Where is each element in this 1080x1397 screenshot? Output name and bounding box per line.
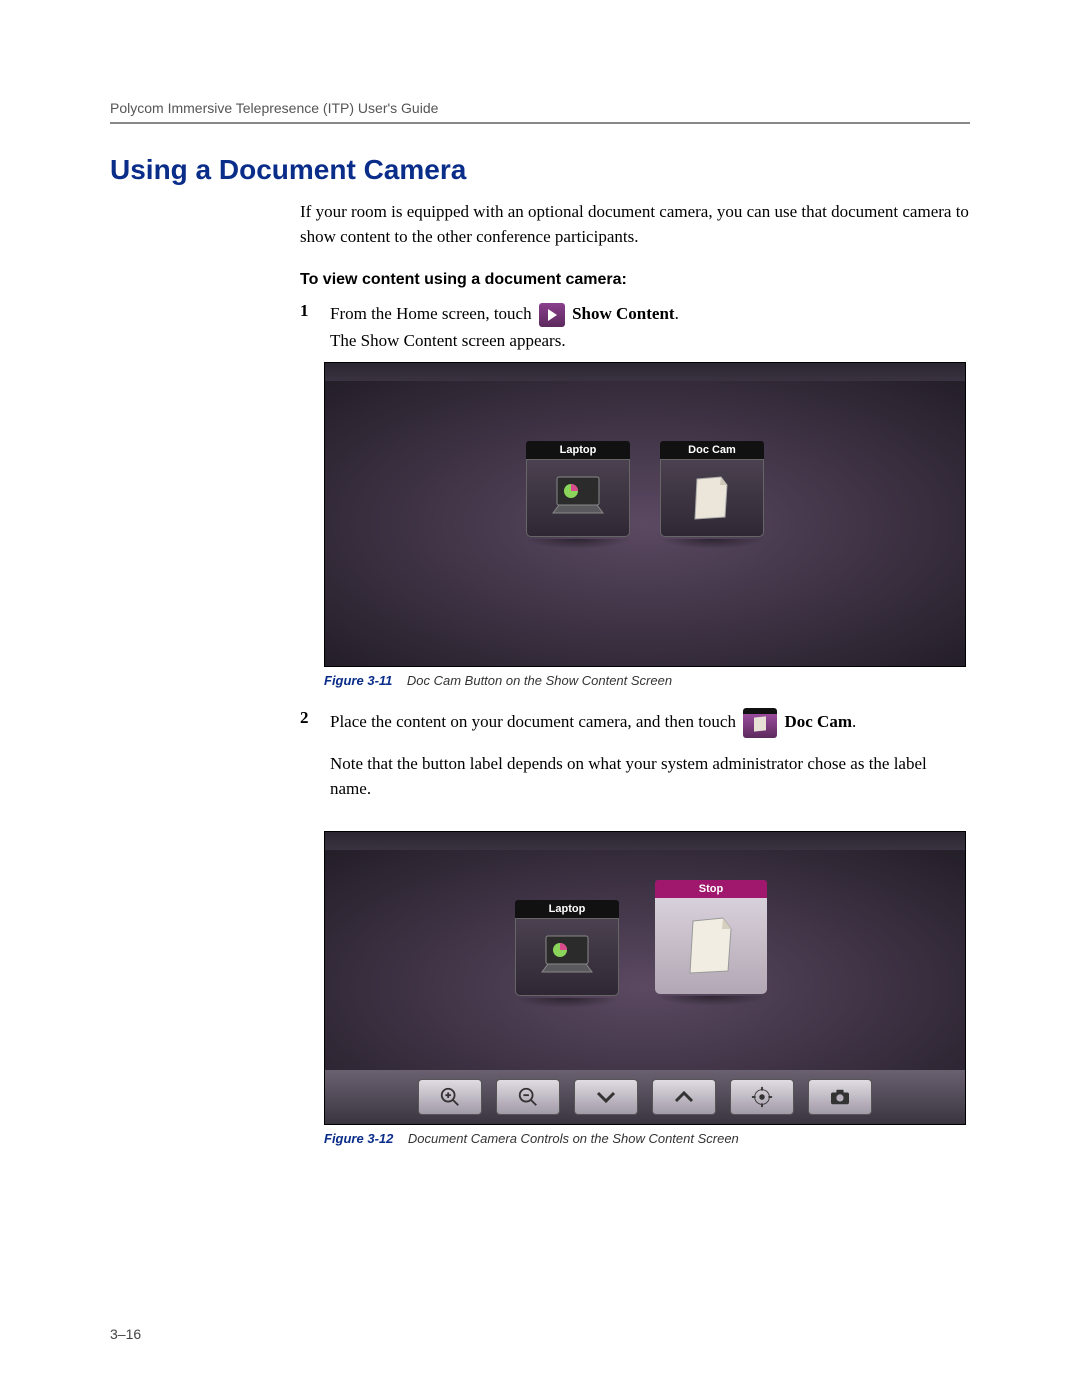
play-icon [539, 303, 565, 327]
figure-3-12-caption: Figure 3-12 Document Camera Controls on … [324, 1131, 970, 1146]
camera-icon [829, 1088, 851, 1106]
button-shadow [526, 539, 630, 549]
chevron-up-icon [674, 1090, 694, 1104]
laptop-icon [532, 932, 602, 982]
doccam-button[interactable]: Doc Cam [660, 441, 764, 549]
doccam-label: Doc Cam [660, 441, 764, 459]
show-content-screen: Laptop Doc Cam [325, 381, 965, 666]
section-heading: Using a Document Camera [110, 154, 970, 186]
document-icon [681, 911, 741, 981]
figure-3-11-caption: Figure 3-11 Doc Cam Button on the Show C… [324, 673, 970, 688]
chevron-down-icon [596, 1090, 616, 1104]
show-content-screen-active: Laptop Stop [325, 850, 965, 1124]
step-body: Place the content on your document camer… [330, 708, 970, 823]
step-note: Note that the button label depends on wh… [330, 752, 970, 801]
step-text: Place the content on your document camer… [330, 712, 740, 731]
step-body: From the Home screen, touch Show Content… [330, 301, 970, 354]
laptop-icon-area [515, 918, 619, 996]
figure-description: Document Camera Controls on the Show Con… [408, 1131, 739, 1146]
header-divider [110, 122, 970, 124]
button-shadow [515, 998, 619, 1008]
up-button[interactable] [652, 1079, 716, 1115]
down-button[interactable] [574, 1079, 638, 1115]
figure-description: Doc Cam Button on the Show Content Scree… [407, 673, 672, 688]
intro-paragraph: If your room is equipped with an optiona… [300, 200, 970, 249]
header-guide-title: Polycom Immersive Telepresence (ITP) Use… [110, 100, 970, 116]
figure-label: Figure 3-12 [324, 1131, 393, 1146]
step-text-line2: The Show Content screen appears. [330, 328, 970, 354]
screen-titlebar [325, 363, 965, 381]
stop-button[interactable]: Stop [655, 880, 767, 1006]
focus-button[interactable] [730, 1079, 794, 1115]
figure-3-11-screenshot: Laptop Doc Cam [324, 362, 966, 667]
step-number: 1 [300, 301, 312, 354]
figure-label: Figure 3-11 [324, 673, 392, 688]
laptop-label: Laptop [515, 900, 619, 918]
screen-titlebar [325, 832, 965, 850]
zoom-in-icon [439, 1086, 461, 1108]
document-page: Polycom Immersive Telepresence (ITP) Use… [0, 0, 1080, 1397]
step-number: 2 [300, 708, 312, 823]
button-shadow [660, 539, 764, 549]
laptop-icon [543, 473, 613, 523]
figure-3-12-screenshot: Laptop Stop [324, 831, 966, 1125]
button-shadow [655, 996, 767, 1006]
document-icon [687, 471, 737, 525]
laptop-button[interactable]: Laptop [526, 441, 630, 549]
doccam-icon-area [660, 459, 764, 537]
zoom-out-button[interactable] [496, 1079, 560, 1115]
step-text: From the Home screen, touch [330, 304, 536, 323]
doccam-label-text: Doc Cam [784, 712, 852, 731]
stop-icon-area [655, 898, 767, 994]
camera-control-bar [325, 1070, 965, 1124]
focus-icon [751, 1086, 773, 1108]
laptop-label: Laptop [526, 441, 630, 459]
body-content: If your room is equipped with an optiona… [300, 200, 970, 1146]
procedure-heading: To view content using a document camera: [300, 271, 970, 289]
doccam-icon [743, 708, 777, 738]
laptop-button[interactable]: Laptop [515, 900, 619, 1008]
zoom-out-icon [517, 1086, 539, 1108]
step-1: 1 From the Home screen, touch Show Conte… [300, 301, 970, 354]
stop-label: Stop [655, 880, 767, 898]
laptop-icon-area [526, 459, 630, 537]
step-2: 2 Place the content on your document cam… [300, 708, 970, 823]
camera-button[interactable] [808, 1079, 872, 1115]
zoom-in-button[interactable] [418, 1079, 482, 1115]
page-number: 3–16 [110, 1326, 141, 1342]
show-content-label: Show Content [572, 304, 675, 323]
